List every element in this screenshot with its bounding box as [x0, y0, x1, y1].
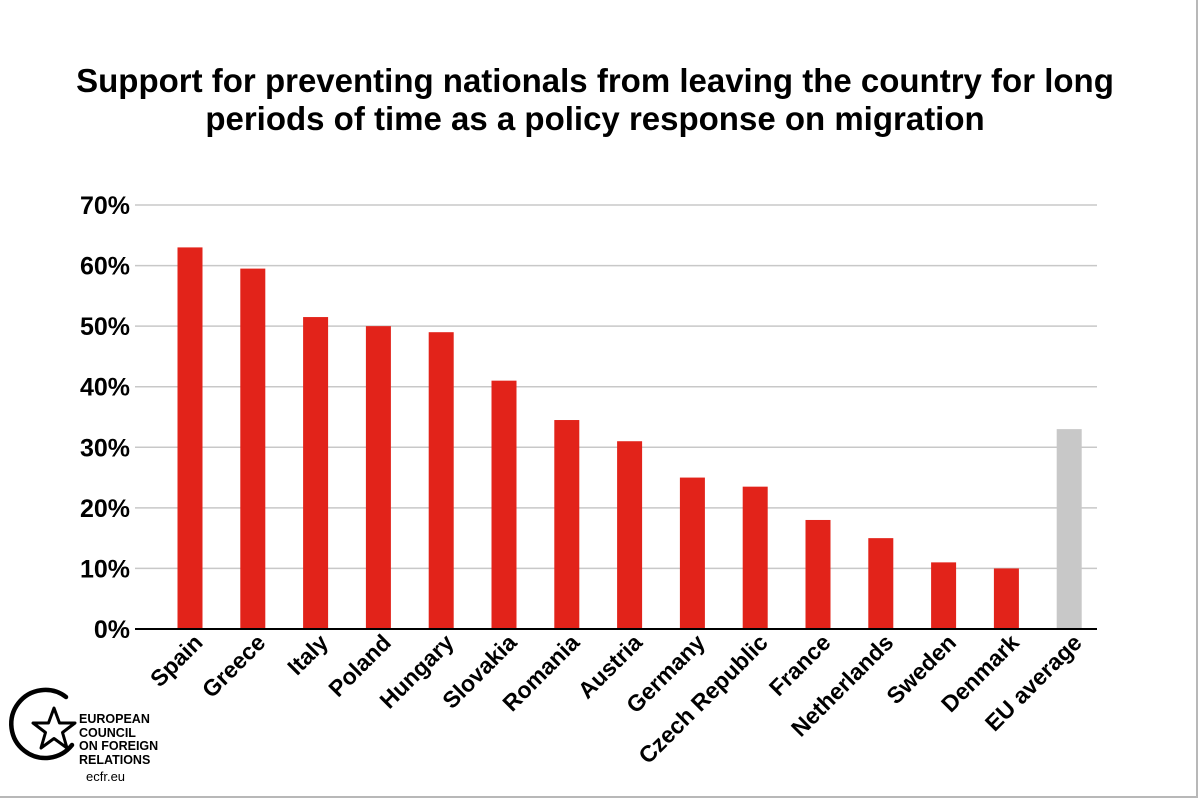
y-tick-label: 50% — [80, 313, 130, 341]
y-tick-label: 30% — [80, 434, 130, 462]
logo-line: EUROPEAN — [79, 712, 150, 726]
bar-romania — [554, 420, 580, 629]
ecfr-logo — [9, 687, 77, 761]
y-tick-label: 10% — [80, 555, 130, 583]
gridlines — [135, 204, 1097, 570]
chart-title: Support for preventing nationals from le… — [76, 62, 1114, 137]
x-tick-label: Italy — [282, 629, 333, 680]
logo-url: ecfr.eu — [86, 769, 126, 784]
bar-eu-average — [1056, 429, 1082, 629]
bar-czech-republic — [742, 486, 768, 629]
y-tick-label: 60% — [80, 253, 130, 281]
bar-netherlands — [868, 538, 894, 629]
bar-poland — [365, 326, 391, 629]
bar-france — [805, 519, 831, 629]
logo-wordmark: EUROPEAN COUNCIL ON FOREIGN RELATIONS — [79, 712, 159, 767]
y-tick-label: 20% — [80, 495, 130, 523]
x-tick-label: Greece — [197, 629, 271, 703]
logo-line: COUNCIL — [79, 725, 136, 740]
logo-line: RELATIONS — [79, 752, 151, 767]
bars — [177, 247, 1082, 629]
logo-line: ON FOREIGN — [79, 739, 159, 753]
bar-hungary — [428, 332, 454, 629]
y-tick-label: 0% — [94, 616, 130, 644]
bar-sweden — [931, 562, 957, 629]
star-circle-icon — [9, 687, 77, 761]
bar-italy — [303, 317, 329, 629]
bar-germany — [679, 477, 705, 629]
y-tick-label: 40% — [80, 374, 130, 402]
bar-denmark — [993, 568, 1019, 629]
bar-greece — [240, 268, 266, 629]
bar-spain — [177, 247, 203, 629]
bar-austria — [617, 441, 643, 629]
bar-slovakia — [491, 380, 517, 629]
y-axis-ticks: 0% 10% 20% 30% 40% 50% 60% 70% — [80, 192, 130, 644]
y-tick-label: 70% — [80, 192, 130, 220]
